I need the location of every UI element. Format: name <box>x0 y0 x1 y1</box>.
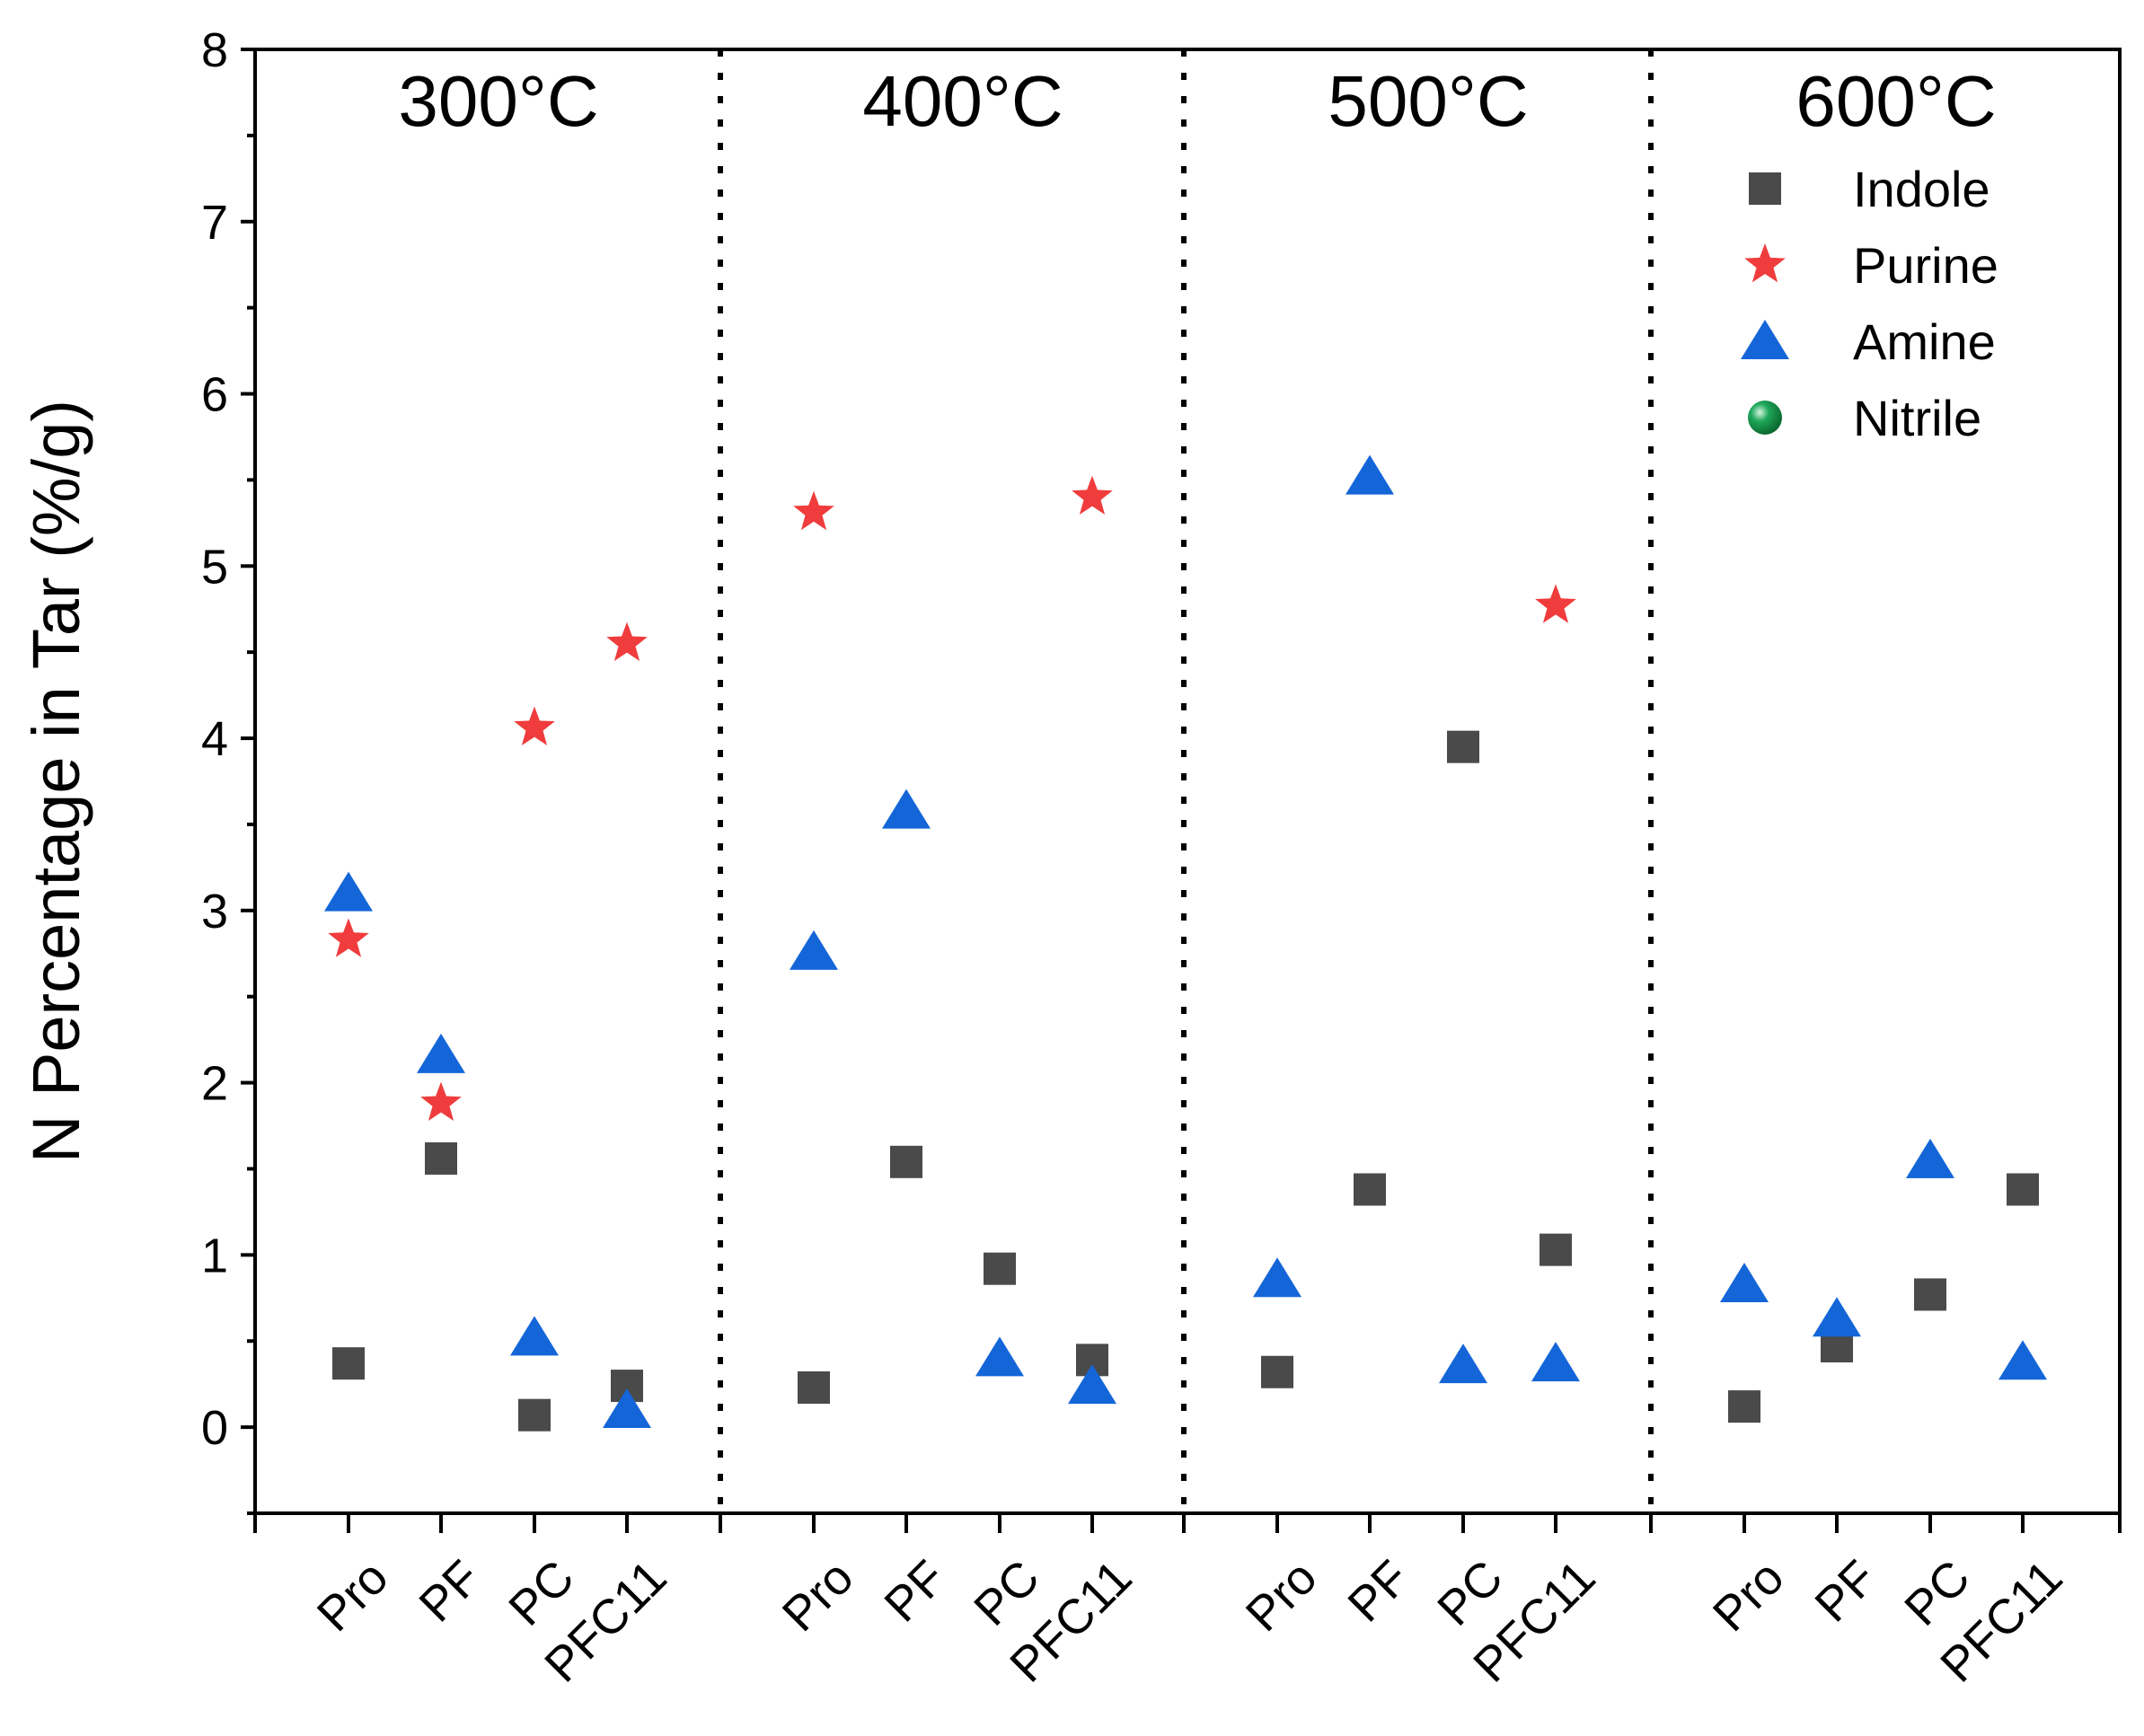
amine-point <box>1813 1297 1861 1337</box>
purine-point <box>420 1081 462 1121</box>
legend-nitrile-label: Nitrile <box>1853 390 1981 446</box>
indole-point <box>1540 1233 1572 1266</box>
purine-point <box>1535 584 1576 623</box>
indole-point <box>1261 1355 1293 1388</box>
amine-point <box>510 1316 559 1356</box>
y-tick-label: 1 <box>201 1229 228 1282</box>
group-title: 600°C <box>1795 61 1996 141</box>
x-tick-label: Pro <box>772 1550 864 1642</box>
y-tick-label: 2 <box>201 1057 228 1111</box>
y-tick-label: 0 <box>201 1401 228 1455</box>
legend-amine-marker <box>1741 320 1789 359</box>
amine-point <box>324 871 373 912</box>
y-tick-label: 4 <box>201 712 228 766</box>
x-tick-label: Pro <box>307 1550 399 1642</box>
y-tick-label: 5 <box>201 540 228 594</box>
x-tick-label: PF <box>874 1550 956 1632</box>
amine-point <box>1439 1344 1487 1384</box>
amine-point <box>1998 1340 2047 1380</box>
legend-purine-label: Purine <box>1853 237 1998 294</box>
purine-point <box>328 918 369 957</box>
x-tick-label: Pro <box>1236 1550 1328 1642</box>
plot-frame <box>253 48 2122 1515</box>
amine-point <box>1068 1364 1116 1405</box>
indole-point <box>984 1252 1016 1285</box>
indole-point <box>1728 1390 1760 1423</box>
y-tick-label: 8 <box>201 23 228 77</box>
purine-point <box>793 490 834 531</box>
purine-point <box>606 621 648 661</box>
legend-purine-marker <box>1744 243 1786 283</box>
legend-indole-marker <box>1749 172 1781 205</box>
indole-point <box>332 1347 365 1380</box>
indole-point <box>890 1145 922 1178</box>
group-title: 500°C <box>1328 61 1528 141</box>
indole-point <box>1914 1278 1946 1311</box>
amine-point <box>1720 1262 1769 1302</box>
legend-indole-label: Indole <box>1853 161 1990 217</box>
indole-point <box>798 1371 830 1405</box>
data-points <box>324 454 2047 1432</box>
panel-titles: 300°C 400°C 500°C 600°C <box>398 61 1996 141</box>
legend-amine-label: Amine <box>1853 313 1996 370</box>
amine-point <box>603 1388 651 1428</box>
amine-point <box>1906 1138 1954 1178</box>
x-tick-label: PF <box>1337 1550 1419 1632</box>
group-title: 300°C <box>398 61 598 141</box>
amine-point <box>1253 1257 1301 1298</box>
indole-point <box>518 1398 551 1432</box>
indole-point <box>2007 1173 2039 1206</box>
purine-point <box>1072 475 1113 515</box>
amine-point <box>790 930 838 970</box>
separator-lines <box>718 49 1654 1513</box>
y-tick-label: 3 <box>201 885 228 938</box>
amine-point <box>1531 1342 1580 1382</box>
x-tick-label: PF <box>409 1550 490 1632</box>
amine-point <box>882 789 931 829</box>
indole-point <box>1354 1173 1386 1206</box>
purine-point <box>514 706 555 745</box>
x-tick-label: Pro <box>1703 1550 1795 1642</box>
indole-point <box>425 1141 457 1175</box>
group-title: 400°C <box>862 61 1063 141</box>
y-axis-label: N Percentage in Tar (%/g) <box>19 400 93 1163</box>
y-tick-label: 7 <box>201 196 228 250</box>
x-tick-label: PF <box>1804 1550 1886 1632</box>
legend: Indole Purine Amine Nitrile <box>1741 161 1998 446</box>
amine-point <box>1346 454 1394 495</box>
legend-nitrile-marker <box>1748 401 1782 435</box>
indole-point <box>1447 730 1479 763</box>
y-tick-label: 6 <box>201 368 228 422</box>
amine-point <box>417 1033 465 1073</box>
amine-point <box>975 1336 1024 1377</box>
